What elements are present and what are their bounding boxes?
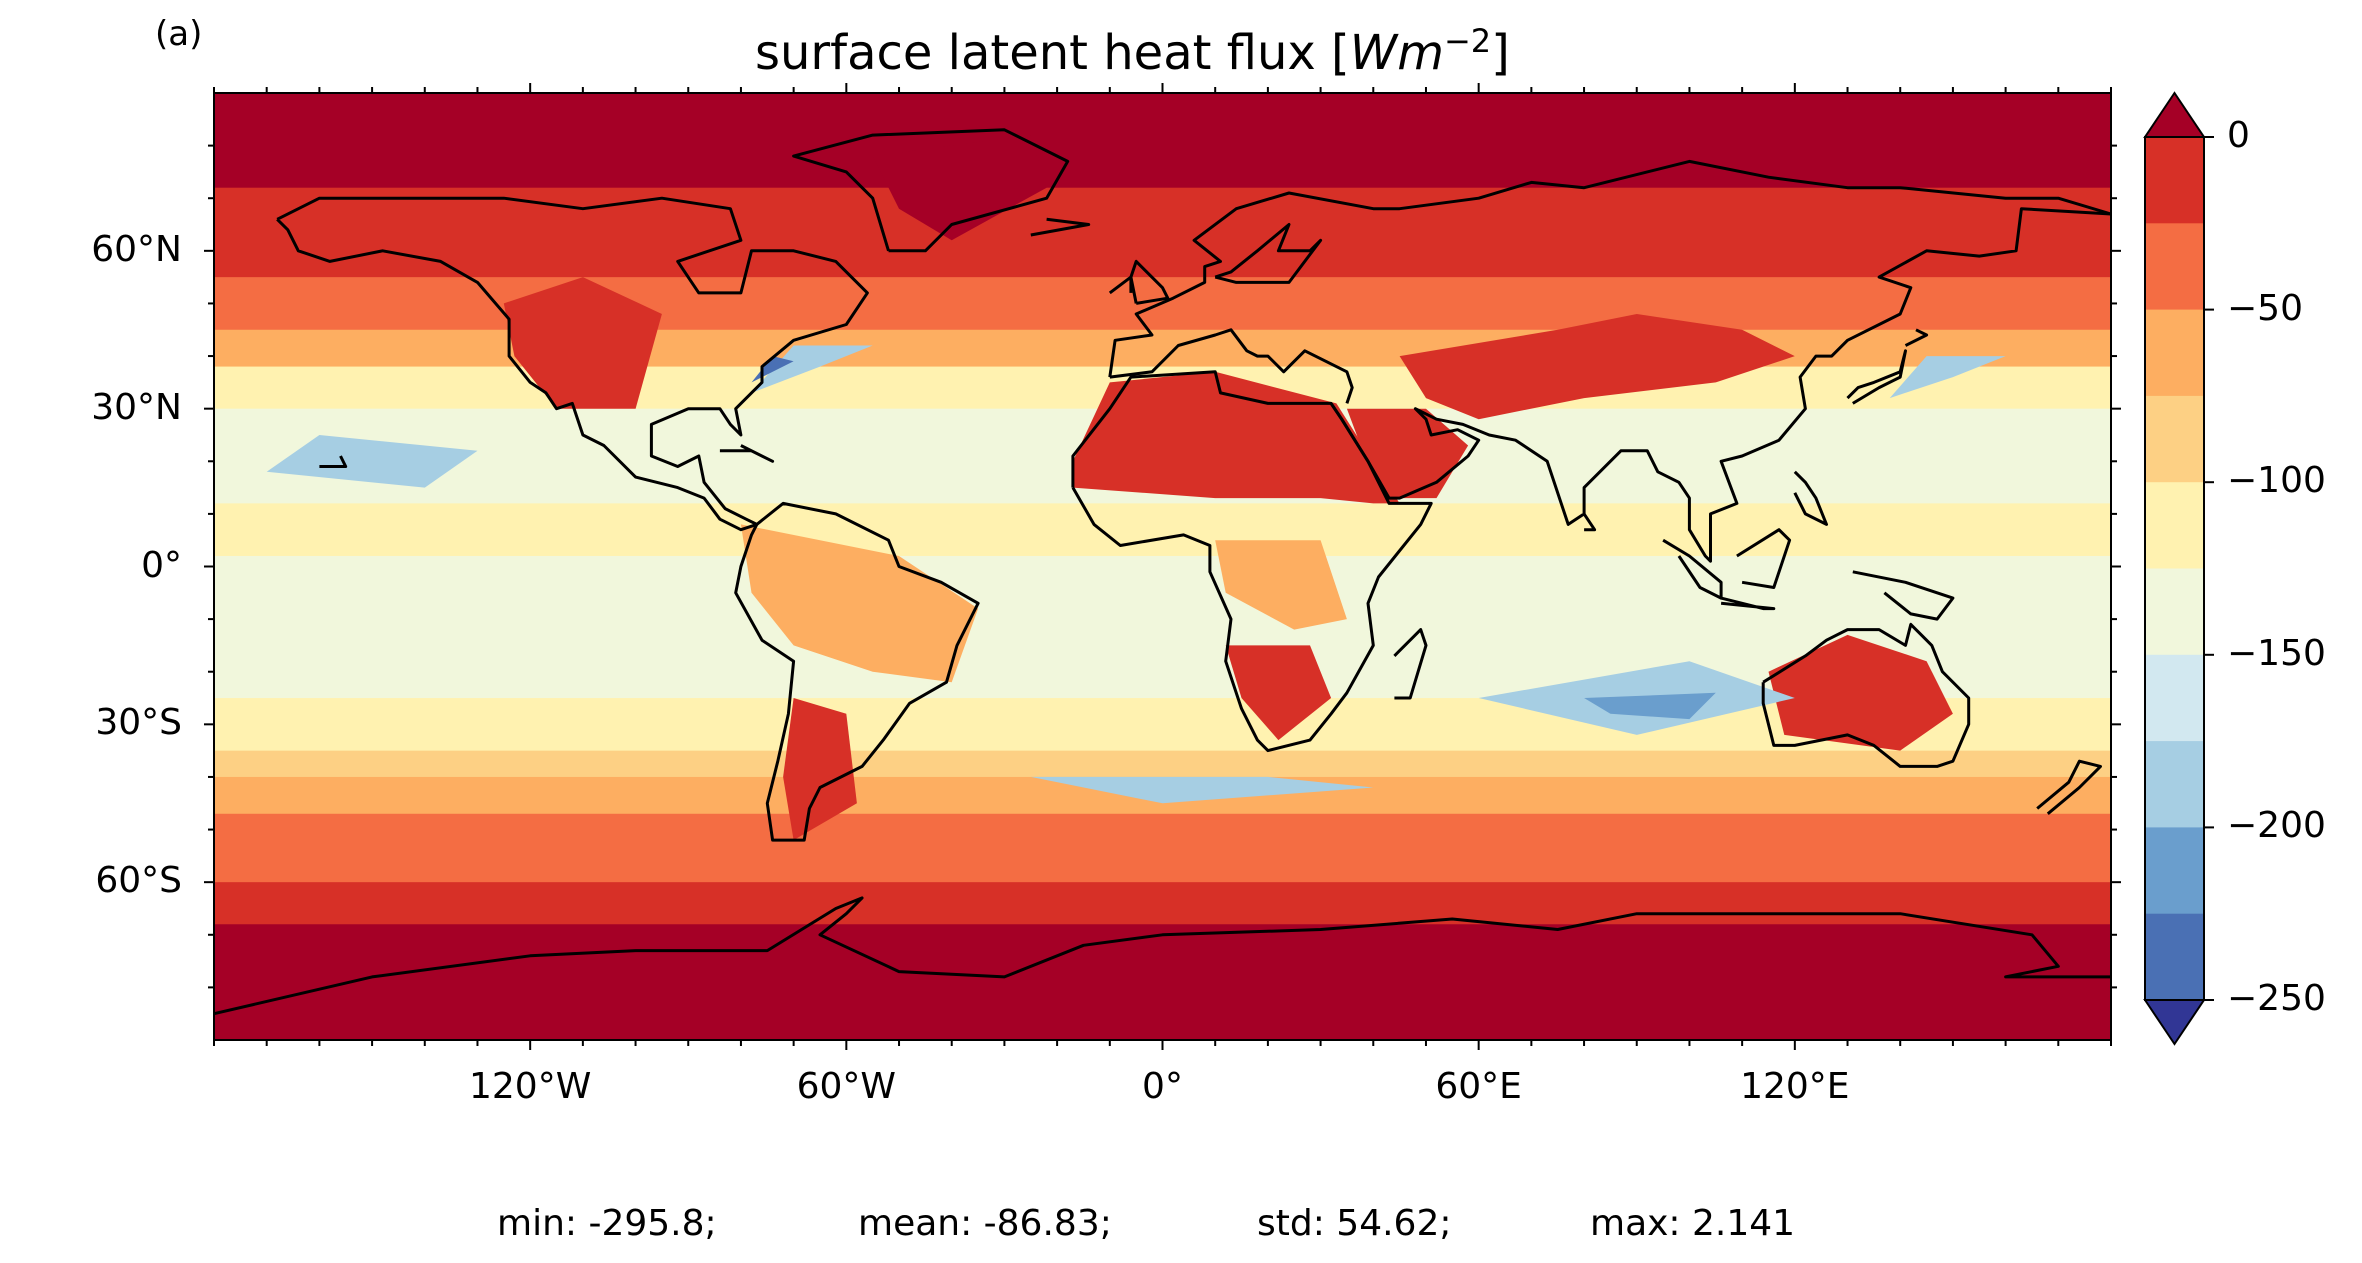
- coastline-8: [792, 128, 1070, 253]
- coastline-9: [1846, 349, 1907, 405]
- coastline-17: [1852, 570, 1955, 621]
- colorbar-extend-bottom: [2143, 999, 2206, 1046]
- coastline-5: [1329, 207, 2112, 563]
- title-prefix: surface latent heat flux [: [755, 25, 1350, 81]
- field-band-0: [214, 93, 2111, 189]
- stat-min: min: -295.8;: [497, 1203, 717, 1244]
- colorbar-segment-7: [2145, 741, 2204, 828]
- lat-label: 30°S: [95, 702, 182, 744]
- colorbar-segment-5: [2145, 568, 2204, 656]
- axis-ticks: [204, 83, 2121, 1050]
- lon-label: 60°E: [1435, 1066, 1522, 1107]
- intense-flux-1: [1889, 356, 2006, 399]
- field-band-1: [214, 187, 2111, 278]
- arid-land-5: [783, 698, 857, 841]
- intense-flux-core-0: [1584, 692, 1716, 720]
- lon-label: 120°E: [1740, 1066, 1850, 1107]
- lat-label: 30°N: [91, 386, 182, 428]
- field-band-14: [214, 924, 2111, 1041]
- coastline-15: [1720, 596, 1776, 611]
- panel-label: (a): [155, 14, 203, 54]
- coastline-19: [1393, 628, 1428, 700]
- coastline-6: [1761, 622, 1971, 768]
- intense-flux-0: [751, 345, 873, 393]
- heat-flux-field: [214, 93, 2111, 1041]
- coastline-12: [1108, 275, 1133, 295]
- coastline-7: [213, 896, 2111, 1016]
- arid-land-4: [503, 277, 662, 409]
- colorbar-tick-label: −50: [2227, 287, 2303, 329]
- coastline-1: [734, 501, 980, 842]
- colorbar-tick-label: −150: [2227, 632, 2326, 674]
- colorbar-segment-6: [2145, 654, 2204, 742]
- coastline-16: [1736, 528, 1792, 589]
- coastline-18: [1793, 470, 1828, 526]
- moist-land-0: [740, 524, 979, 683]
- colorbar-tick-label: 0: [2227, 115, 2250, 156]
- coastline-3: [1108, 159, 2112, 378]
- coastlines: [213, 128, 2112, 1016]
- colorbar-segment-3: [2145, 395, 2204, 483]
- field-band-13: [214, 882, 2111, 925]
- lon-label: 60°W: [796, 1066, 897, 1107]
- coastline-21: [319, 455, 348, 468]
- coastline-0: [276, 196, 869, 532]
- colorbar-frame: [2144, 136, 2205, 1001]
- arid-land-2: [1399, 314, 1795, 420]
- lon-label: 0°: [1142, 1066, 1183, 1107]
- greenland-field: [872, 135, 1047, 241]
- colorbar-tick-label: −250: [2227, 978, 2326, 1019]
- coastline-14: [1662, 538, 1723, 600]
- lat-label: 0°: [141, 544, 182, 586]
- coastline-13: [2036, 759, 2102, 815]
- title-suffix: ]: [1491, 25, 1510, 81]
- stat-mean: mean: -86.83;: [858, 1203, 1112, 1244]
- colorbar-segment-4: [2145, 482, 2204, 569]
- colorbar-tick-label: −100: [2227, 460, 2326, 502]
- stat-max: max: 2.141: [1590, 1203, 1796, 1244]
- arid-land-3: [1768, 634, 1953, 751]
- colorbar-segment-0: [2145, 137, 2204, 224]
- arid-land-6: [1225, 645, 1332, 741]
- title-unit-exponent: −2: [1443, 22, 1492, 60]
- coastline-24: [1214, 223, 1323, 284]
- colorbar-segment-9: [2145, 913, 2204, 1001]
- lat-label: 60°N: [91, 228, 182, 270]
- intense-flux-4: [266, 435, 478, 488]
- field-band-12: [214, 813, 2111, 883]
- colorbar-segment-8: [2145, 827, 2204, 915]
- coastline-4: [1109, 328, 1354, 404]
- colorbar-tick-label: −200: [2227, 805, 2326, 847]
- stat-std: std: 54.62;: [1257, 1203, 1452, 1244]
- field-band-10: [214, 750, 2111, 778]
- lat-label: 60°S: [95, 860, 182, 902]
- field-band-6: [214, 503, 2111, 557]
- coastline-22: [1582, 513, 1597, 532]
- moist-land-1: [1215, 540, 1347, 630]
- lon-label: 120°W: [469, 1066, 592, 1107]
- intense-flux-3: [1030, 776, 1374, 804]
- field-band-7: [214, 555, 2111, 594]
- colorbar-segment-2: [2145, 309, 2204, 397]
- coastline-20: [719, 444, 775, 463]
- coastline-23: [1030, 217, 1091, 237]
- map-title: surface latent heat flux [Wm−2]: [755, 22, 1510, 81]
- colorbar-segment-1: [2145, 223, 2204, 311]
- coastline-10: [1904, 328, 1929, 347]
- title-unit: Wm: [1349, 25, 1444, 81]
- coastline-2: [1071, 370, 1433, 753]
- colorbar: [2143, 91, 2214, 1046]
- colorbar-extend-top: [2143, 91, 2206, 138]
